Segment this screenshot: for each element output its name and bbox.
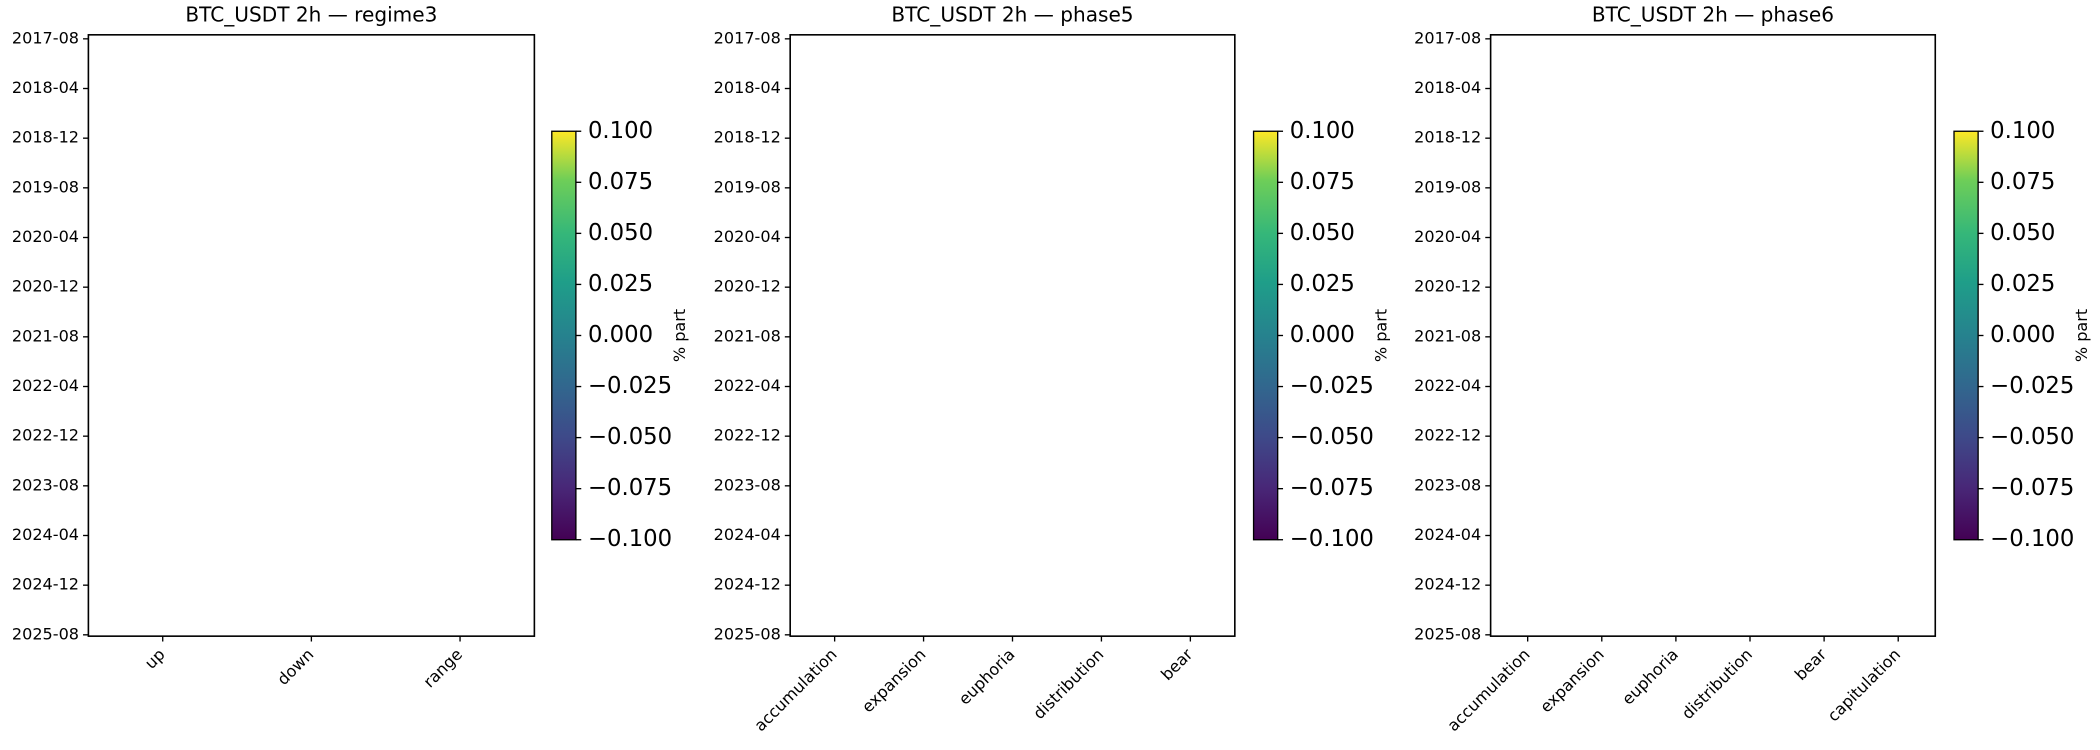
chart-title: BTC_USDT 2h — regime3 (185, 3, 437, 27)
plot-frame (87, 34, 536, 637)
y-tick-label: 2022-04 (714, 376, 781, 395)
y-tick-label: 2022-04 (12, 376, 79, 395)
colorbar-tick-label: −0.100 (1290, 526, 1374, 552)
x-tick-label: bear (1157, 645, 1197, 685)
y-tick-label: 2018-04 (12, 78, 79, 97)
y-tick-label: 2025-08 (12, 624, 79, 643)
colorbar-tick-label: 0.050 (1990, 220, 2055, 246)
y-tick-label: 2024-12 (1414, 575, 1481, 594)
y-tick-label: 2018-12 (12, 128, 79, 147)
y-tick-label: 2020-04 (714, 227, 781, 246)
y-tick-label: 2017-08 (1414, 28, 1481, 47)
y-tick-label: 2022-12 (714, 426, 781, 445)
y-tick-label: 2018-12 (714, 128, 781, 147)
y-tick-label: 2025-08 (1414, 624, 1481, 643)
x-tick-label: up (141, 645, 169, 673)
colorbar-tick-label: 0.075 (1290, 169, 1355, 195)
x-tick-label: accumulation (1443, 645, 1533, 735)
colorbar-label: % part (1372, 309, 1391, 362)
x-tick-label: distribution (1029, 645, 1107, 723)
colorbar-tick-label: 0.025 (588, 271, 653, 297)
y-tick-label: 2018-04 (1414, 78, 1481, 97)
chart-title: BTC_USDT 2h — phase5 (891, 3, 1133, 27)
colorbar-tick-label: −0.025 (1990, 373, 2074, 399)
colorbar-tick-label: −0.075 (588, 475, 672, 501)
y-tick-label: 2022-04 (1414, 376, 1481, 395)
x-tick-label: down (273, 645, 317, 689)
colorbar-tick-label: −0.050 (1290, 424, 1374, 450)
colorbar-tick-label: 0.075 (1990, 169, 2055, 195)
colorbar (1252, 130, 1279, 541)
plot-frame (789, 34, 1236, 637)
x-tick-label: expansion (1536, 645, 1608, 717)
y-tick-label: 2020-12 (1414, 277, 1481, 296)
colorbar-tick-label: 0.025 (1990, 271, 2055, 297)
colorbar-tick-label: −0.075 (1290, 475, 1374, 501)
x-tick-label: distribution (1678, 645, 1756, 723)
y-tick-label: 2022-12 (12, 426, 79, 445)
colorbar-tick-label: 0.100 (1990, 118, 2055, 144)
y-tick-label: 2022-12 (1414, 426, 1481, 445)
colorbar-tick-label: −0.050 (1990, 424, 2074, 450)
colorbar-label: % part (2072, 309, 2091, 362)
y-tick-label: 2018-04 (714, 78, 781, 97)
y-tick-label: 2021-08 (1414, 326, 1481, 345)
y-tick-label: 2017-08 (12, 28, 79, 47)
x-tick-label: capitulation (1824, 645, 1905, 726)
colorbar-tick-label: 0.050 (1290, 220, 1355, 246)
colorbar-tick-label: 0.000 (1990, 322, 2055, 348)
x-tick-label: expansion (858, 645, 930, 717)
x-tick-label: euphoria (955, 645, 1019, 709)
y-tick-label: 2020-04 (1414, 227, 1481, 246)
colorbar-tick-label: −0.025 (588, 373, 672, 399)
chart-title: BTC_USDT 2h — phase6 (1592, 3, 1834, 27)
y-tick-label: 2023-08 (1414, 475, 1481, 494)
colorbar-label: % part (670, 309, 689, 362)
y-tick-label: 2021-08 (714, 326, 781, 345)
x-tick-label: euphoria (1618, 645, 1682, 709)
colorbar-tick-label: −0.075 (1990, 475, 2074, 501)
y-tick-label: 2020-04 (12, 227, 79, 246)
colorbar-tick-label: −0.100 (1990, 526, 2074, 552)
x-tick-label: range (420, 645, 467, 692)
y-tick-label: 2024-04 (12, 525, 79, 544)
y-tick-label: 2025-08 (714, 624, 781, 643)
colorbar-tick-label: 0.050 (588, 220, 653, 246)
x-tick-label: bear (1791, 645, 1831, 685)
y-tick-label: 2019-08 (714, 177, 781, 196)
colorbar-tick-label: 0.000 (1290, 322, 1355, 348)
colorbar-tick-label: 0.000 (588, 322, 653, 348)
plot-frame (1489, 34, 1937, 637)
colorbar-tick-label: −0.025 (1290, 373, 1374, 399)
colorbar-tick-label: −0.100 (588, 526, 672, 552)
y-tick-label: 2021-08 (12, 326, 79, 345)
y-tick-label: 2024-04 (1414, 525, 1481, 544)
y-tick-label: 2024-12 (12, 575, 79, 594)
y-tick-label: 2020-12 (12, 277, 79, 296)
colorbar (1953, 130, 1979, 541)
y-tick-label: 2019-08 (1414, 177, 1481, 196)
colorbar-tick-label: 0.100 (588, 118, 653, 144)
colorbar-tick-label: 0.075 (588, 169, 653, 195)
y-tick-label: 2023-08 (714, 475, 781, 494)
x-tick-label: accumulation (750, 645, 840, 735)
y-tick-label: 2024-12 (714, 575, 781, 594)
colorbar-tick-label: 0.025 (1290, 271, 1355, 297)
colorbar-tick-label: 0.100 (1290, 118, 1355, 144)
y-tick-label: 2023-08 (12, 475, 79, 494)
colorbar (551, 130, 577, 541)
y-tick-label: 2017-08 (714, 28, 781, 47)
colorbar-tick-label: −0.050 (588, 424, 672, 450)
y-tick-label: 2024-04 (714, 525, 781, 544)
y-tick-label: 2018-12 (1414, 128, 1481, 147)
y-tick-label: 2019-08 (12, 177, 79, 196)
y-tick-label: 2020-12 (714, 277, 781, 296)
